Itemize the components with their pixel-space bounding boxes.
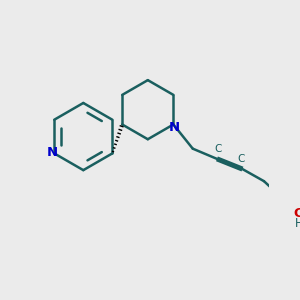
Text: H: H	[295, 217, 300, 230]
Text: C: C	[237, 154, 245, 164]
Text: O: O	[294, 207, 300, 220]
Text: N: N	[169, 121, 180, 134]
Text: N: N	[46, 146, 58, 158]
Text: C: C	[214, 144, 222, 154]
